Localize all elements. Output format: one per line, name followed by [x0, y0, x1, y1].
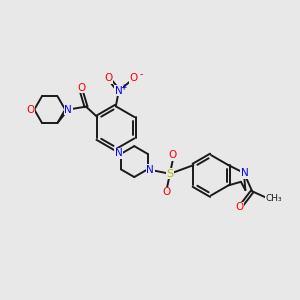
Text: O: O	[104, 73, 112, 83]
Text: O: O	[130, 73, 138, 83]
Text: O: O	[236, 202, 244, 212]
Text: S: S	[167, 169, 173, 179]
Text: N: N	[146, 165, 154, 175]
Text: N: N	[64, 105, 72, 115]
Text: N: N	[115, 148, 122, 158]
Text: -: -	[140, 69, 143, 79]
Text: N: N	[115, 86, 123, 96]
Text: N: N	[241, 168, 248, 178]
Text: O: O	[77, 82, 86, 93]
Text: O: O	[26, 105, 34, 115]
Text: O: O	[169, 150, 177, 161]
Text: CH₃: CH₃	[266, 194, 282, 203]
Text: O: O	[163, 187, 171, 197]
Text: +: +	[120, 83, 126, 92]
